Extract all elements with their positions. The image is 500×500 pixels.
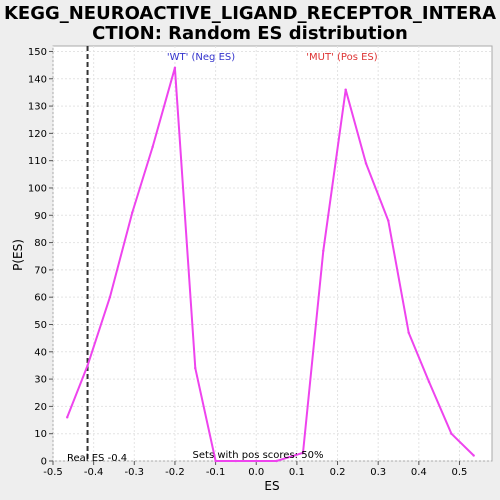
y-tick-label: 130 <box>28 102 47 113</box>
x-tick-label: -0.3 <box>125 467 145 478</box>
y-tick-label: 50 <box>34 320 47 331</box>
y-tick-label: 40 <box>34 347 47 358</box>
x-tick-label: 0.4 <box>411 467 427 478</box>
data-point <box>428 381 430 383</box>
y-tick-label: 30 <box>34 375 47 386</box>
y-tick-label: 110 <box>28 156 47 167</box>
data-point <box>151 146 153 148</box>
data-point <box>109 296 111 298</box>
data-point <box>473 454 475 456</box>
y-tick-label: 0 <box>41 457 47 468</box>
x-axis-label: ES <box>264 479 279 493</box>
wt-neg-es-label: 'WT' (Neg ES) <box>167 52 235 63</box>
plot-area <box>53 46 492 461</box>
x-tick-label: 0.0 <box>248 467 264 478</box>
pos-scores-label: Sets with pos scores: 50% <box>193 450 324 461</box>
mut-pos-es-label: 'MUT' (Pos ES) <box>306 52 377 63</box>
x-tick-label: 0.3 <box>370 467 386 478</box>
x-tick-label: 0.1 <box>289 467 305 478</box>
y-tick-label: 80 <box>34 238 47 249</box>
x-tick-label: -0.1 <box>206 467 226 478</box>
y-tick-label: 150 <box>28 47 47 58</box>
y-tick-label: 120 <box>28 129 47 140</box>
data-point <box>365 162 367 164</box>
data-point <box>194 367 196 369</box>
x-tick-label: 0.2 <box>330 467 346 478</box>
chart-title-line2: CTION: Random ES distribution <box>92 23 408 44</box>
data-point <box>322 250 324 252</box>
x-tick-label: 0.5 <box>452 467 468 478</box>
y-tick-label: 70 <box>34 265 47 276</box>
chart-title-line1: KEGG_NEUROACTIVE_LIGAND_RECEPTOR_INTERA <box>4 3 496 24</box>
y-axis-label: P(ES) <box>11 239 25 271</box>
data-point <box>131 211 133 213</box>
x-tick-label: -0.5 <box>43 467 63 478</box>
data-point <box>66 416 68 418</box>
y-tick-label: 20 <box>34 402 47 413</box>
data-point <box>407 331 409 333</box>
data-point <box>450 432 452 434</box>
y-tick-label: 90 <box>34 211 47 222</box>
data-point <box>344 88 346 90</box>
data-point <box>86 364 88 366</box>
real-es-label: Real ES -0.4 <box>67 453 127 464</box>
x-tick-label: -0.4 <box>84 467 104 478</box>
y-tick-label: 60 <box>34 293 47 304</box>
data-point <box>174 67 176 69</box>
y-axis-ticks: 0 10 20 30 40 50 60 70 80 90 100 110 120 130 140 150 <box>28 47 53 468</box>
y-tick-label: 10 <box>34 429 47 440</box>
y-tick-label: 140 <box>28 74 47 85</box>
data-point <box>387 220 389 222</box>
y-tick-label: 100 <box>28 183 47 194</box>
x-tick-label: -0.2 <box>165 467 185 478</box>
